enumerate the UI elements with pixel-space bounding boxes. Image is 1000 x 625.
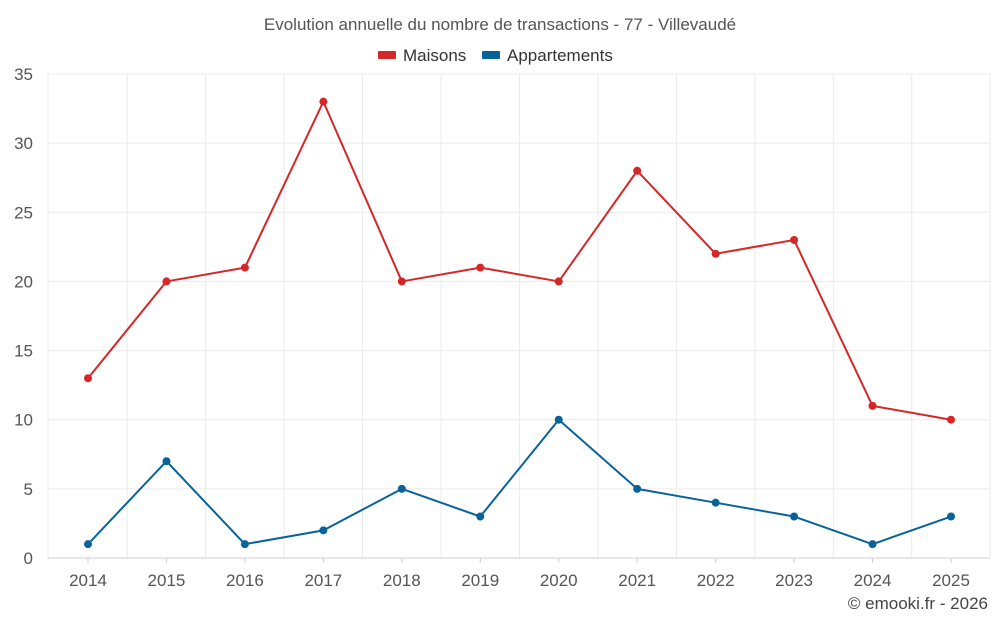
data-point-appartements bbox=[711, 498, 720, 507]
x-tick-label: 2025 bbox=[932, 571, 970, 590]
legend-label-maisons: Maisons bbox=[403, 46, 466, 65]
x-tick-label: 2021 bbox=[618, 571, 656, 590]
data-point-maisons bbox=[790, 235, 799, 244]
y-tick-label: 20 bbox=[14, 272, 33, 291]
series-group bbox=[84, 97, 955, 549]
chart-title: Evolution annuelle du nombre de transact… bbox=[264, 15, 736, 34]
x-tick-label: 2020 bbox=[540, 571, 578, 590]
data-point-appartements bbox=[84, 540, 92, 549]
y-tick-label: 0 bbox=[24, 549, 33, 568]
y-tick-label: 25 bbox=[14, 203, 33, 222]
grid bbox=[47, 73, 991, 559]
data-point-maisons bbox=[476, 263, 485, 272]
data-point-maisons bbox=[633, 166, 642, 175]
x-tick-label: 2023 bbox=[775, 571, 813, 590]
x-tick-label: 2019 bbox=[461, 571, 499, 590]
data-point-maisons bbox=[319, 97, 328, 106]
x-tick-label: 2024 bbox=[854, 571, 892, 590]
data-point-maisons bbox=[397, 277, 406, 286]
x-tick-label: 2022 bbox=[697, 571, 735, 590]
series-line-maisons bbox=[87, 100, 952, 421]
data-point-appartements bbox=[554, 415, 563, 424]
x-tick-label: 2015 bbox=[148, 571, 186, 590]
data-point-maisons bbox=[947, 415, 955, 424]
y-tick-label: 10 bbox=[14, 411, 33, 430]
credit-text: © emooki.fr - 2026 bbox=[848, 594, 988, 613]
x-tick-label: 2017 bbox=[304, 571, 342, 590]
legend-label-appartements: Appartements bbox=[507, 46, 613, 65]
series-line-appartements bbox=[87, 418, 952, 546]
data-point-maisons bbox=[162, 277, 171, 286]
x-tick-label: 2016 bbox=[226, 571, 264, 590]
x-tick-label: 2014 bbox=[69, 571, 107, 590]
data-point-maisons bbox=[554, 277, 563, 286]
y-axis: 0 5 10 15 20 25 30 35 bbox=[14, 65, 33, 568]
y-tick-label: 30 bbox=[14, 134, 33, 153]
data-point-appartements bbox=[947, 512, 955, 521]
y-tick-label: 15 bbox=[14, 342, 33, 361]
y-tick-label: 5 bbox=[24, 480, 33, 499]
data-point-appartements bbox=[633, 484, 642, 493]
data-point-maisons bbox=[868, 401, 877, 410]
data-point-appartements bbox=[397, 484, 406, 493]
data-point-appartements bbox=[162, 457, 171, 466]
data-point-maisons bbox=[84, 374, 92, 383]
legend-swatch-appartements bbox=[482, 51, 500, 59]
x-axis: 2014 2015 2016 2017 2018 2019 2020 2021 2022 2023… bbox=[69, 558, 970, 590]
data-point-appartements bbox=[319, 526, 328, 535]
data-point-appartements bbox=[790, 512, 799, 521]
data-point-appartements bbox=[476, 512, 485, 521]
legend: Maisons Appartements bbox=[378, 46, 613, 65]
data-point-appartements bbox=[240, 540, 249, 549]
data-point-maisons bbox=[240, 263, 249, 272]
data-point-maisons bbox=[711, 249, 720, 258]
y-tick-label: 35 bbox=[14, 65, 33, 84]
x-tick-label: 2018 bbox=[383, 571, 421, 590]
legend-swatch-maisons bbox=[378, 51, 396, 59]
data-point-appartements bbox=[868, 540, 877, 549]
